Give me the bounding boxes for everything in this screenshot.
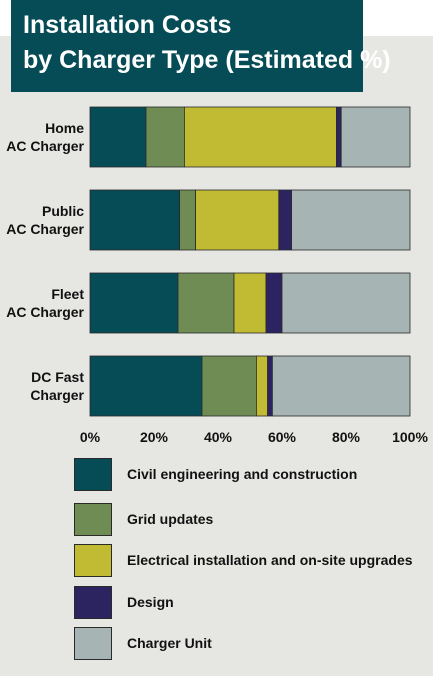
- legend-item: Civil engineering and construction: [74, 458, 414, 494]
- legend-label: Civil engineering and construction: [127, 466, 358, 482]
- category-label: AC Charger: [6, 221, 84, 237]
- category-label: AC Charger: [6, 138, 84, 154]
- bar-segment: [267, 355, 273, 417]
- legend-label: Grid updates: [127, 511, 214, 527]
- legend-item: Charger Unit: [74, 627, 414, 663]
- bar-segment: [335, 106, 342, 168]
- legend-swatch: [74, 458, 112, 491]
- x-tick-label: 80%: [332, 429, 361, 445]
- bar-segment: [89, 106, 147, 168]
- x-tick-label: 60%: [268, 429, 297, 445]
- category-label: DC Fast: [31, 369, 84, 385]
- bar-segment: [177, 272, 235, 334]
- bar-segment: [271, 355, 411, 417]
- legend-item: Grid updates: [74, 503, 414, 539]
- legend-swatch: [74, 586, 112, 619]
- bar-segment: [278, 189, 292, 251]
- bar-segment: [183, 106, 337, 168]
- x-tick-label: 40%: [204, 429, 233, 445]
- legend-swatch: [74, 503, 112, 536]
- bar-segment: [265, 272, 283, 334]
- bar-segment: [340, 106, 411, 168]
- bar-segment: [145, 106, 185, 168]
- category-label: Public: [42, 203, 84, 219]
- category-label: Fleet: [51, 286, 84, 302]
- legend-label: Electrical installation and on-site upgr…: [127, 552, 413, 568]
- legend-label: Design: [127, 594, 174, 610]
- chart-title-line-1: Installation Costs: [23, 11, 232, 39]
- bar-segment: [89, 189, 180, 251]
- bar-segment: [195, 189, 280, 251]
- bar-segment: [89, 272, 179, 334]
- chart-title-line-2: by Charger Type (Estimated %): [23, 46, 391, 74]
- bar-segment: [291, 189, 411, 251]
- bar-segment: [179, 189, 197, 251]
- category-label: Charger: [30, 387, 84, 403]
- category-label: AC Charger: [6, 304, 84, 320]
- stacked-bar-chart: Home AC Charger Public AC Charger Fleet AC Ch…: [6, 106, 428, 445]
- bar-segment: [89, 355, 203, 417]
- x-tick-label: 100%: [392, 429, 428, 445]
- x-tick-label: 20%: [140, 429, 169, 445]
- legend-swatch: [74, 627, 112, 660]
- legend-item: Design: [74, 586, 414, 622]
- bar-segment: [201, 355, 257, 417]
- category-label: Home: [45, 120, 84, 136]
- x-tick-label: 0%: [80, 429, 101, 445]
- bar-segment: [255, 355, 268, 417]
- legend-label: Charger Unit: [127, 635, 212, 651]
- chart-title: Installation Costs by Charger Type (Esti…: [11, 0, 391, 92]
- bar-segment: [233, 272, 267, 334]
- legend-item: Electrical installation and on-site upgr…: [74, 544, 414, 580]
- bar-segment: [281, 272, 411, 334]
- legend-swatch: [74, 544, 112, 577]
